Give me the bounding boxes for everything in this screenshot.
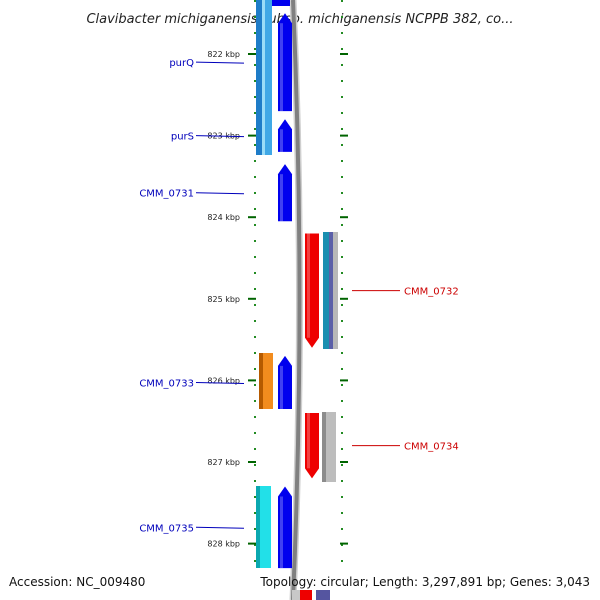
- gene-leader-line: [195, 192, 245, 195]
- gene-leader-line: [195, 381, 245, 384]
- gene-arrow[interactable]: [278, 355, 292, 409]
- gene-label[interactable]: CMM_0735: [139, 523, 194, 534]
- gene-leader-line: [195, 61, 245, 64]
- feature-bottom-fragment-red: [300, 590, 312, 600]
- gene-label[interactable]: CMM_0733: [139, 378, 194, 389]
- gene-arrow[interactable]: [278, 119, 292, 152]
- gene-leader-line: [195, 135, 245, 138]
- gene-label[interactable]: CMM_0734: [404, 442, 459, 453]
- gene-leader-line: [195, 526, 245, 529]
- map-title: Clavibacter michiganensis subsp. michiga…: [86, 12, 513, 27]
- gene-arrow[interactable]: [305, 233, 319, 348]
- gene-label[interactable]: purQ: [169, 58, 194, 69]
- feature-bottom-fragment-purple: [316, 590, 330, 600]
- feature-block-orange-edge: [259, 353, 263, 409]
- tick-label: 827 kbp: [207, 458, 240, 467]
- feature-block-purple: [329, 232, 333, 349]
- gene-arrow[interactable]: [278, 164, 292, 222]
- tick-label: 824 kbp: [207, 213, 240, 222]
- accession-text: Accession: NC_009480: [9, 575, 146, 589]
- gene-arrow[interactable]: [278, 13, 292, 112]
- gene-arrow-highlight: [280, 174, 283, 222]
- gene-arrow[interactable]: [278, 486, 292, 569]
- gene-arrow-highlight: [280, 23, 283, 112]
- gene-label[interactable]: CMM_0731: [139, 189, 194, 200]
- gene-arrow-highlight: [307, 233, 310, 338]
- gene-arrow-highlight: [307, 413, 310, 469]
- tick-label: 826 kbp: [207, 376, 240, 385]
- gene-arrow-highlight: [280, 496, 283, 569]
- gene-arrow[interactable]: [305, 413, 319, 479]
- gene-layer: [278, 13, 319, 569]
- gene-label[interactable]: purS: [171, 132, 194, 143]
- feature-block-teal: [323, 232, 329, 349]
- backbone: [291, 0, 302, 600]
- label-layer: purQ purS CMM_0731 CMM_0732 CMM_0733 CMM_0734…: [139, 58, 458, 534]
- tick-label: 825 kbp: [207, 295, 240, 304]
- gene-arrow-highlight: [280, 365, 283, 409]
- feature-block-silver-edge: [322, 412, 326, 482]
- genome-summary-text: Topology: circular; Length: 3,297,891 bp…: [260, 575, 590, 589]
- feature-block-blue-edge: [256, 0, 262, 155]
- gene-arrow-highlight: [280, 129, 283, 152]
- feature-bottom-fragment-gray: [292, 590, 300, 600]
- gene-label[interactable]: CMM_0732: [404, 287, 459, 298]
- feature-block-cyan-edge: [256, 486, 260, 568]
- tick-label: 822 kbp: [207, 50, 240, 59]
- feature-block-blue-highlight: [262, 0, 265, 155]
- tick-label: 828 kbp: [207, 540, 240, 549]
- feature-layer: [256, 0, 338, 600]
- feature-block-gray: [333, 232, 338, 349]
- feature-top-fragment: [272, 0, 290, 6]
